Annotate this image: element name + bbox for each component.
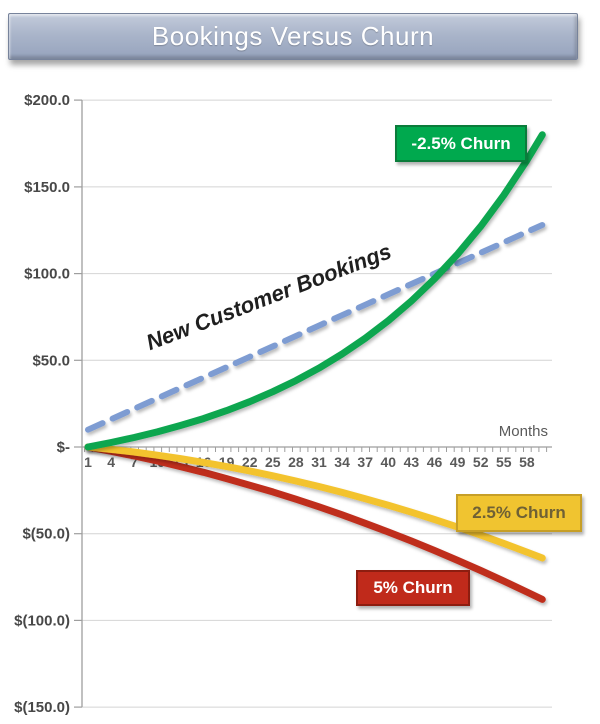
svg-text:25: 25 — [265, 454, 281, 470]
svg-text:46: 46 — [427, 454, 443, 470]
series-churn-2-5pct — [84, 443, 546, 562]
svg-text:$(100.0): $(100.0) — [14, 612, 70, 629]
series-new-customer-bookings — [85, 222, 546, 433]
svg-text:58: 58 — [519, 454, 535, 470]
svg-text:$100.0: $100.0 — [24, 266, 70, 283]
y-axis-labels: $200.0 $150.0 $100.0 $50.0 $- $(50.0) $(100.0)… — [14, 92, 82, 716]
svg-text:1: 1 — [84, 454, 92, 470]
svg-text:$150.0: $150.0 — [24, 179, 70, 196]
svg-text:$(50.0): $(50.0) — [22, 526, 70, 543]
neg-churn-label-box: -2.5% Churn — [395, 125, 527, 162]
svg-text:4: 4 — [107, 454, 115, 470]
series-churn-5pct — [84, 443, 546, 603]
svg-text:7: 7 — [130, 454, 138, 470]
svg-text:$50.0: $50.0 — [32, 352, 70, 369]
page-title: Bookings Versus Churn — [151, 21, 435, 51]
svg-text:$-: $- — [57, 439, 70, 456]
svg-text:55: 55 — [496, 454, 512, 470]
svg-text:$(150.0): $(150.0) — [14, 699, 70, 716]
svg-text:37: 37 — [357, 454, 373, 470]
series-churn-neg-2-5pct — [84, 131, 546, 451]
svg-text:40: 40 — [381, 454, 397, 470]
x-axis-title: Months — [498, 423, 548, 440]
x-axis-minor-ticks — [84, 447, 548, 452]
svg-text:34: 34 — [334, 454, 350, 470]
svg-text:52: 52 — [473, 454, 489, 470]
svg-text:22: 22 — [242, 454, 258, 470]
high-churn-label-box: 5% Churn — [356, 570, 470, 606]
svg-text:28: 28 — [288, 454, 304, 470]
pos-churn-label-box: 2.5% Churn — [456, 494, 582, 532]
svg-text:49: 49 — [450, 454, 466, 470]
title-banner: Bookings Versus Churn — [8, 13, 578, 60]
svg-text:$200.0: $200.0 — [24, 92, 70, 109]
svg-text:43: 43 — [404, 454, 420, 470]
svg-text:31: 31 — [311, 454, 327, 470]
